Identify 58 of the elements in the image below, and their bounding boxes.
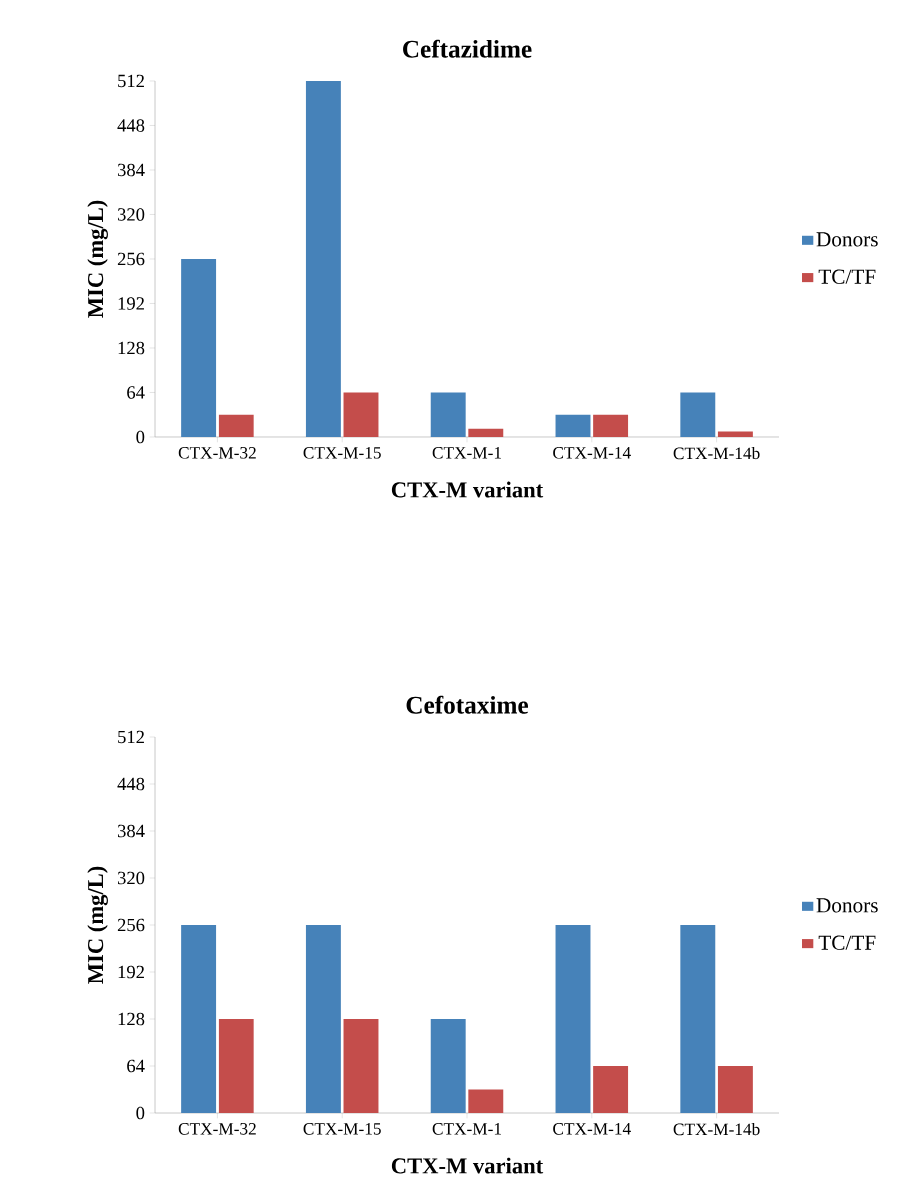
x-tick-label: CTX-M-14b [673, 447, 760, 460]
bar [218, 1019, 254, 1113]
bar [717, 431, 753, 437]
legend-label: Donors [816, 232, 878, 247]
x-tick-label: CTX-M-32 [178, 1123, 256, 1135]
y-tick-label: 384 [117, 163, 145, 177]
y-tick-label: 256 [117, 918, 145, 932]
bar [680, 925, 716, 1113]
x-tick-label: CTX-M-14b [673, 1123, 760, 1136]
bar [430, 392, 466, 437]
bar [305, 925, 341, 1113]
y-tick-label: 64 [127, 386, 145, 399]
bar [181, 258, 217, 437]
bar [680, 392, 716, 437]
legend-label: TC/TF [818, 935, 876, 950]
y-tick-label: 128 [118, 341, 145, 355]
chart-title: Ceftazidime [403, 39, 532, 58]
y-tick-label: 512 [118, 730, 144, 744]
bar [717, 1066, 753, 1113]
bar [555, 925, 591, 1113]
legend-label: Donors [816, 898, 878, 913]
y-tick-label: 320 [117, 208, 145, 221]
y-tick-label: 192 [118, 297, 144, 310]
y-tick-label: 448 [117, 777, 145, 791]
bar [468, 428, 504, 437]
x-tick-label: CTX-M-32 [178, 447, 256, 459]
y-tick-label: 512 [118, 74, 144, 88]
y-tick-label: 128 [118, 1012, 145, 1026]
y-axis-title: MIC (mg/L) [87, 866, 108, 984]
y-tick-label: 320 [117, 871, 145, 885]
x-tick-label: CTX-M-14 [553, 447, 631, 459]
legend-label: TC/TF [818, 269, 876, 284]
x-tick-label: CTX-M-1 [432, 1123, 501, 1135]
x-tick-label: CTX-M-15 [303, 1123, 381, 1135]
bar [343, 392, 379, 437]
y-axis-title: MIC (mg/L) [87, 200, 108, 318]
x-tick-label: CTX-M-14 [553, 1123, 631, 1135]
y-tick-label: 448 [117, 119, 145, 132]
y-tick-label: 0 [136, 430, 145, 444]
chart-title: Cefotaxime [406, 695, 529, 714]
bar [593, 1066, 629, 1113]
y-tick-label: 256 [117, 252, 145, 266]
y-tick-label: 64 [127, 1059, 145, 1073]
y-tick-label: 192 [118, 965, 144, 979]
bar [555, 414, 591, 437]
bar [593, 414, 629, 437]
x-tick-label: CTX-M-1 [432, 447, 501, 459]
x-tick-label: CTX-M-15 [303, 447, 381, 459]
y-tick-label: 0 [136, 1106, 145, 1120]
bar [343, 1019, 379, 1113]
bar [468, 1089, 504, 1113]
bar [181, 925, 217, 1113]
y-tick-label: 384 [117, 824, 145, 838]
x-axis-title: CTX-M variant [391, 1157, 544, 1174]
bar [218, 414, 254, 437]
bar [430, 1019, 466, 1113]
x-axis-title: CTX-M variant [391, 481, 544, 498]
bar [305, 80, 341, 437]
